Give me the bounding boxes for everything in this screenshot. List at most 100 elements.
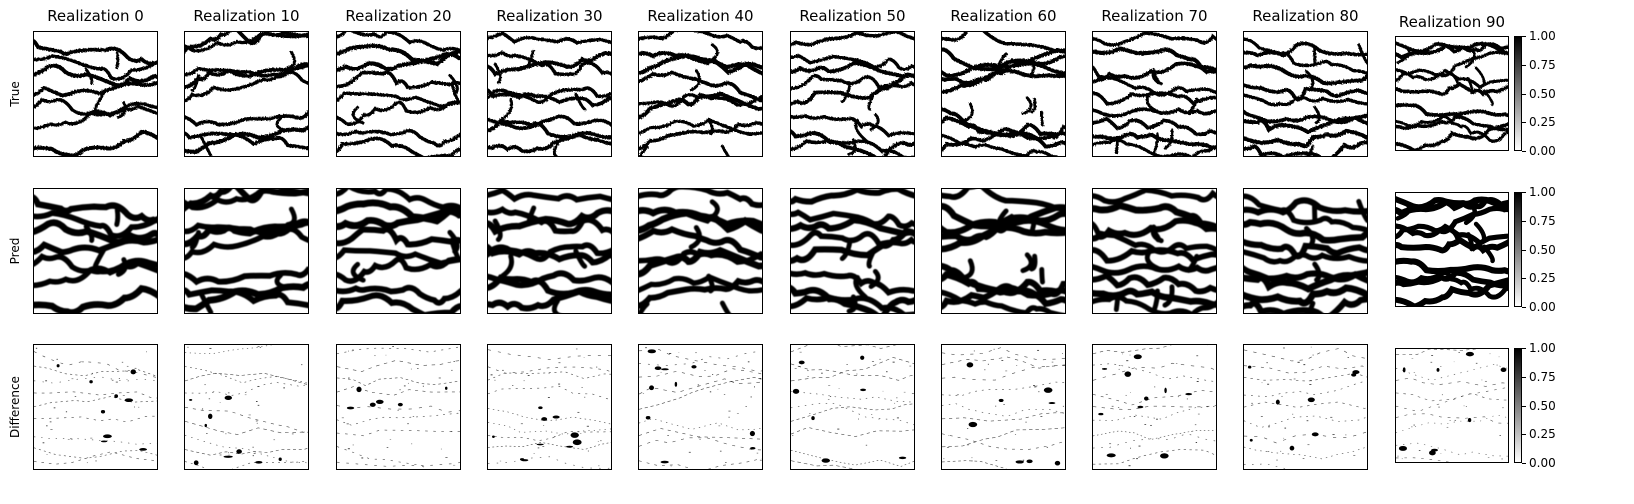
channel-path <box>185 32 308 53</box>
difference-speck <box>858 418 859 420</box>
difference-blob <box>56 364 60 368</box>
difference-speck <box>494 379 496 381</box>
difference-speck <box>846 364 848 365</box>
difference-speck <box>987 363 989 365</box>
channel-path <box>791 129 914 156</box>
difference-speck <box>502 369 504 371</box>
difference-speck <box>67 438 70 440</box>
difference-speck <box>756 452 759 454</box>
difference-speck <box>403 385 406 387</box>
difference-speck <box>1267 383 1270 385</box>
difference-speck <box>598 465 600 467</box>
channel-path <box>1244 284 1367 307</box>
difference-speck <box>1016 365 1018 366</box>
difference-speck <box>1440 453 1442 454</box>
channel-path <box>337 207 460 231</box>
panel-pred-9 <box>1395 192 1509 307</box>
difference-blob <box>691 365 697 369</box>
difference-speck <box>1051 361 1054 363</box>
difference-speck <box>1197 413 1200 415</box>
difference-blob <box>255 460 263 464</box>
difference-trace <box>337 461 460 467</box>
difference-speck <box>512 385 514 386</box>
channel-path <box>639 189 762 209</box>
channel-branch <box>1474 66 1486 87</box>
difference-blob <box>536 443 544 446</box>
difference-trace <box>791 357 914 382</box>
difference-speck <box>1118 365 1121 366</box>
difference-blob <box>1185 392 1193 396</box>
difference-speck <box>971 460 973 462</box>
difference-speck <box>204 384 206 386</box>
difference-blob <box>103 434 112 439</box>
difference-speck <box>490 374 493 376</box>
panel-difference-9 <box>1395 348 1509 463</box>
difference-speck <box>1441 394 1443 396</box>
difference-trace <box>1244 401 1367 409</box>
difference-speck <box>971 457 973 459</box>
difference-speck <box>352 444 354 446</box>
channel-path <box>337 91 460 109</box>
channel-branch <box>1396 200 1412 221</box>
difference-trace <box>1396 442 1508 457</box>
channel-path <box>337 256 460 284</box>
difference-speck <box>42 442 45 444</box>
difference-trace <box>34 436 157 445</box>
channel-path <box>34 236 157 256</box>
difference-blob <box>1249 438 1253 442</box>
channel-branch <box>1304 225 1316 249</box>
panel-difference-6 <box>941 344 1066 470</box>
panel-image <box>1244 37 1367 156</box>
difference-blob <box>1402 367 1406 373</box>
difference-speck <box>537 447 540 449</box>
difference-trace <box>639 368 762 378</box>
difference-blob <box>1133 354 1142 360</box>
channel-branch <box>869 112 880 131</box>
difference-speck <box>1310 346 1312 348</box>
panel-difference-1 <box>184 344 309 470</box>
channel-path <box>1093 32 1216 47</box>
difference-speck <box>257 404 260 406</box>
difference-blob <box>346 406 355 410</box>
difference-trace <box>337 346 460 354</box>
channel-path <box>1244 113 1367 135</box>
difference-speck <box>1276 459 1278 461</box>
channel-branch <box>1466 232 1475 252</box>
difference-speck <box>830 396 832 397</box>
difference-speck <box>580 433 582 434</box>
channel-path <box>1396 269 1508 289</box>
difference-speck <box>1345 434 1347 436</box>
difference-trace <box>1093 405 1216 411</box>
difference-trace <box>185 406 308 433</box>
difference-blob <box>898 456 907 460</box>
difference-blob <box>1275 399 1280 405</box>
difference-blob <box>1124 371 1132 377</box>
difference-blob <box>1429 450 1436 456</box>
channel-branch <box>867 92 876 111</box>
difference-speck <box>46 425 48 427</box>
difference-speck <box>882 390 884 392</box>
difference-trace <box>1396 377 1508 387</box>
difference-speck <box>1440 366 1442 367</box>
difference-trace <box>1244 415 1367 428</box>
difference-speck <box>1353 454 1356 456</box>
difference-speck <box>1137 356 1140 358</box>
difference-speck <box>1293 378 1296 380</box>
difference-speck <box>1309 384 1312 385</box>
channel-path <box>942 54 1065 78</box>
channel-path <box>1396 277 1508 306</box>
panel-pred-3 <box>487 188 612 314</box>
channel-path <box>791 138 914 156</box>
difference-trace <box>639 378 762 395</box>
channel-branch <box>1039 266 1045 285</box>
column-title: Realization 70 <box>1101 7 1208 25</box>
colorbar-tick <box>1522 192 1526 193</box>
difference-trace <box>1244 372 1367 382</box>
channel-path <box>185 266 308 286</box>
difference-speck <box>291 433 294 435</box>
panel-true-9 <box>1395 36 1509 151</box>
panel-image <box>185 189 308 313</box>
difference-blob <box>1436 367 1440 372</box>
difference-trace <box>34 376 157 384</box>
channel-branch <box>1151 68 1163 86</box>
